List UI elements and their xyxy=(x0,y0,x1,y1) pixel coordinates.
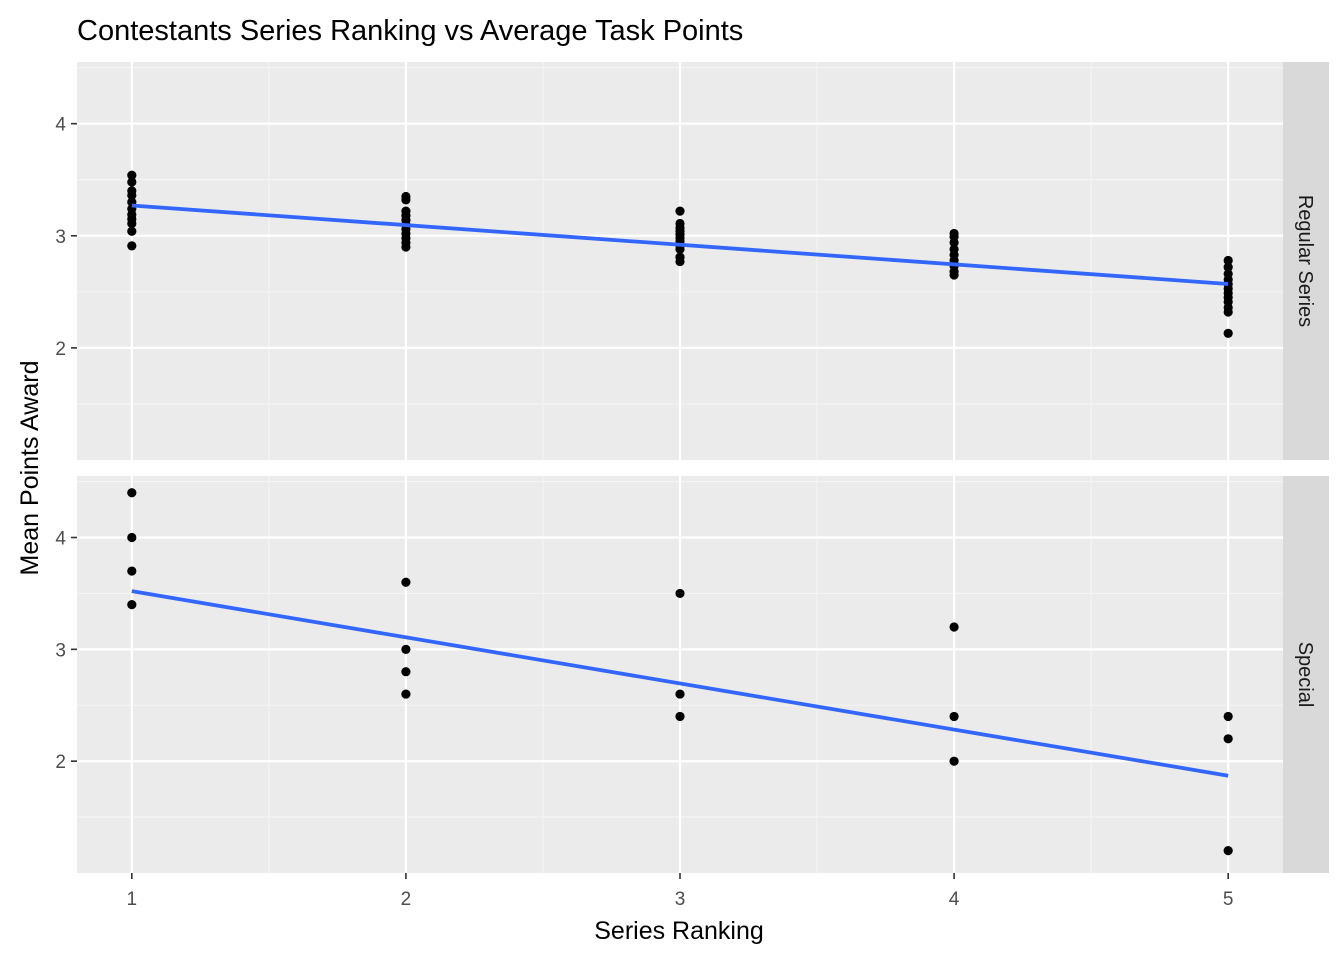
y-tick-label: 4 xyxy=(55,529,66,550)
facet-strip xyxy=(1283,476,1329,873)
data-point xyxy=(1223,255,1233,266)
data-point xyxy=(127,177,137,187)
data-point xyxy=(401,577,411,587)
data-point xyxy=(1223,262,1233,272)
trend-line xyxy=(131,203,1229,286)
data-point xyxy=(675,256,685,267)
y-tick-label: 3 xyxy=(55,640,66,661)
data-point xyxy=(127,566,137,576)
data-point xyxy=(675,244,685,254)
facet-panel-0: 2 3 4 Regular Series xyxy=(55,62,1329,460)
data-point xyxy=(127,170,137,180)
facet-strip-label: Special xyxy=(1294,642,1316,708)
x-axis-title: Series Ranking xyxy=(594,917,764,945)
y-tick-label: 2 xyxy=(55,339,66,360)
y-tick-label: 4 xyxy=(55,115,66,136)
chart-title: Contestants Series Ranking vs Average Ta… xyxy=(77,15,743,47)
data-point xyxy=(1223,307,1233,317)
data-point xyxy=(127,241,137,251)
data-point xyxy=(1223,711,1233,722)
data-point xyxy=(401,242,411,252)
facet-panels: 2 3 4 Regular Series 2 3 4 Special 1 2 3 4 5 xyxy=(55,62,1329,910)
data-point xyxy=(675,689,685,699)
data-point xyxy=(127,218,137,229)
y-tick-label: 3 xyxy=(55,227,66,248)
data-point xyxy=(127,226,137,236)
data-point xyxy=(1223,328,1233,338)
data-point xyxy=(401,667,411,677)
data-point xyxy=(127,532,137,543)
x-tick-label: 4 xyxy=(949,889,960,910)
data-point xyxy=(401,689,411,699)
data-point xyxy=(1223,734,1233,744)
data-point xyxy=(1223,846,1233,856)
data-point xyxy=(401,195,411,205)
data-point xyxy=(949,756,959,766)
data-point xyxy=(949,270,959,280)
x-axis: 1 2 3 4 5 xyxy=(127,873,1234,910)
data-point xyxy=(949,711,959,722)
facet-panel-1: 2 3 4 Special xyxy=(55,476,1329,873)
data-point xyxy=(949,622,959,632)
x-tick-label: 5 xyxy=(1223,889,1234,910)
x-tick-label: 2 xyxy=(401,889,412,910)
data-point xyxy=(675,588,685,599)
y-axis-title: Mean Points Award xyxy=(16,361,44,576)
data-point xyxy=(127,190,137,201)
data-point xyxy=(949,237,959,248)
y-tick-label: 2 xyxy=(55,752,66,773)
data-point xyxy=(675,206,685,216)
facet-strip xyxy=(1283,62,1329,460)
data-point xyxy=(401,644,411,654)
data-point xyxy=(675,711,685,722)
data-point xyxy=(127,600,137,610)
trend-line xyxy=(131,589,1229,778)
x-tick-label: 3 xyxy=(675,889,686,910)
x-tick-label: 1 xyxy=(127,889,138,910)
facet-strip-label: Regular Series xyxy=(1294,195,1316,327)
data-point xyxy=(127,488,137,498)
